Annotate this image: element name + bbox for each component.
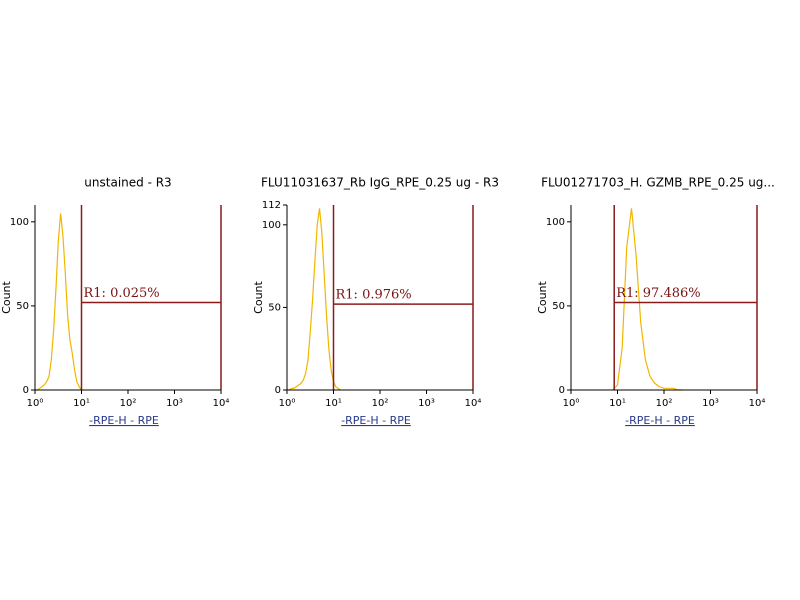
x-tick-label: 10² [120,398,137,409]
y-tick-label: 112 [262,200,281,211]
histogram-line [612,208,683,391]
x-axis-label: -RPE-H - RPE [89,414,159,427]
histogram-panel: FLU11031637_Rb IgG_RPE_0.25 ug - R3 Count… [252,176,499,428]
x-tick-label: 10¹ [325,398,342,409]
y-tick-label: 0 [23,385,29,396]
panel-title: unstained - R3 [84,176,171,190]
panel-title: FLU01271703_H. GZMB_RPE_0.25 ug... [541,176,775,190]
y-axis-label: Count [252,280,265,313]
y-axis-label: Count [536,280,549,313]
x-tick-label: 10⁴ [749,398,766,409]
x-tick-label: 10¹ [609,398,626,409]
x-axis-label: -RPE-H - RPE [625,414,695,427]
panel-title: FLU11031637_Rb IgG_RPE_0.25 ug - R3 [261,176,499,190]
x-tick-label: 10² [656,398,673,409]
y-tick-label: 0 [559,385,565,396]
x-tick-label: 10⁰ [279,398,296,409]
x-tick-label: 10³ [418,398,435,409]
y-tick-label: 50 [16,301,29,312]
y-tick-label: 50 [552,301,565,312]
histogram-panel: FLU01271703_H. GZMB_RPE_0.25 ug... Count -… [536,176,775,428]
histogram-line [35,213,82,391]
x-tick-label: 10³ [702,398,719,409]
x-tick-label: 10² [372,398,389,409]
x-tick-label: 10⁰ [27,398,44,409]
y-tick-label: 100 [262,220,281,231]
region-label: R1: 0.976% [336,288,412,303]
x-tick-label: 10³ [166,398,183,409]
y-tick-label: 50 [268,302,281,313]
region-label: R1: 97.486% [616,286,700,301]
x-axis-label: -RPE-H - RPE [341,414,411,427]
y-tick-label: 100 [10,217,29,228]
histogram-panel: unstained - R3 Count -RPE-H - RPE 0 50 100 10⁰… [0,176,229,428]
y-tick-label: 100 [546,217,565,228]
x-tick-label: 10⁴ [213,398,230,409]
x-tick-label: 10⁴ [465,398,482,409]
region-label: R1: 0.025% [84,286,160,301]
x-tick-label: 10⁰ [563,398,580,409]
histogram-line [287,208,341,391]
x-tick-label: 10¹ [73,398,90,409]
y-axis-label: Count [0,280,13,313]
y-tick-label: 0 [275,385,281,396]
